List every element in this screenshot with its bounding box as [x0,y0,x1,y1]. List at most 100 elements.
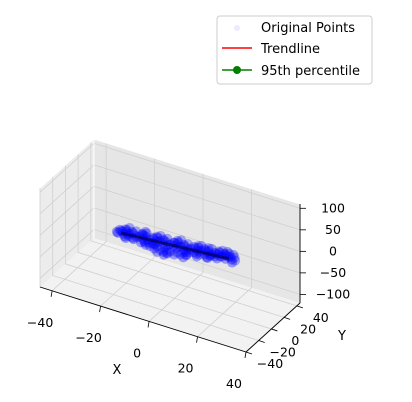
x-axis-line [39,286,247,353]
x-tick-label: −40 [27,315,53,330]
legend-entry-95th-percentile: 95th percentile [222,64,360,79]
y-tick-label: −40 [257,356,283,371]
scatter-point [181,250,192,261]
scatter-point [145,241,155,252]
scatter-point [161,244,172,255]
z-tick-label: 50 [325,222,341,237]
scatter-point [196,240,207,251]
axis-lines [39,138,301,353]
scatter-point [213,246,224,257]
scatter-point [206,243,217,254]
x-tick-mark [50,290,53,297]
scatter-point [162,248,173,259]
floor-pane [40,238,300,352]
scatter-point [131,226,142,237]
legend: Original Points Trendline 95th percentil… [216,15,373,85]
scatter-point [182,239,193,250]
scatter-point [193,241,204,252]
scatter-point [178,252,189,263]
y-tick-mark [283,317,291,320]
scatter-point [217,245,228,256]
scatter-point [172,235,183,246]
scatter-point [229,252,240,263]
y-grid-line [52,176,259,341]
x-tick-label: 40 [226,376,242,391]
legend-marker-original-points [234,25,240,31]
scatter-point [224,248,235,259]
y-tick-mark [296,305,303,309]
y-grid-line [77,153,285,318]
legend-entry-trendline: Trendline [222,42,320,57]
y-tick-label: 20 [300,321,316,336]
y-grid-line [65,164,272,330]
scatter-point [152,241,163,252]
trendline-layer [120,231,230,261]
scatter-point [203,243,214,254]
trendline [120,231,230,261]
legend-entry-original-points: Original Points [234,21,355,36]
back-wall-pane [94,139,300,303]
scatter-point [176,235,187,246]
scatter-point [227,257,238,268]
x-grid-line [148,173,204,322]
scatter-point [111,226,122,237]
x-grid-line [197,188,252,338]
scatter-point [175,249,186,260]
scatter-point [158,249,169,260]
scatter-point [158,246,169,257]
y-tick-label: 40 [313,310,329,325]
x-tick-mark [244,351,247,359]
grid-lines [39,141,301,353]
scatter-point [226,254,237,265]
scatter-point [161,247,172,258]
legend-box [216,15,373,85]
scatter-point [172,247,183,258]
scatter-point [169,249,180,260]
scatter-point [151,231,162,242]
scatter-point [135,237,146,248]
scatter-point [162,233,173,244]
scatter-point [140,239,151,250]
y-tick-mark [245,351,253,355]
scatter-point [152,246,163,257]
scatter-point [140,226,151,237]
scatter-point [228,249,239,260]
z-tick-label: −50 [320,265,346,280]
y-tick-mark [258,340,265,343]
legend-label-95th-percentile: 95th percentile [261,64,360,79]
scatter-point [141,228,152,239]
x-tick-mark [147,321,150,328]
legend-label-original-points: Original Points [261,21,355,36]
x-tick-label: 0 [133,345,141,360]
z-tick-label: −100 [316,286,350,301]
axes-panes [40,139,300,352]
x-tick-label: −20 [75,330,101,345]
y-axis-label: Y [337,329,346,344]
y-axis-line [245,302,301,353]
scatter-point [165,246,176,257]
z-tick-label: 0 [329,243,337,258]
legend-label-trendline: Trendline [260,42,320,57]
scatter-point [230,255,241,266]
x-grid-line [51,142,107,292]
x-axis-label: X [113,363,122,378]
y-tick-mark [271,328,278,332]
y-tick-label: −20 [270,344,296,359]
x-grid-line [100,158,155,307]
scatter-point [124,222,135,233]
scatter-point [149,243,160,254]
scatter-point [155,244,166,255]
x-tick-mark [196,336,198,343]
x-tick-mark [99,306,101,313]
scatter-point [191,251,202,262]
scatter-point [112,227,123,238]
scatter-point [155,230,166,241]
x-tick-label: 20 [178,361,194,376]
y-grid-line [90,141,297,307]
scatter-point [181,249,192,260]
scatter-point [222,246,233,257]
z-tick-label: 100 [321,200,345,215]
legend-marker-95th-percentile-dot [233,66,241,74]
